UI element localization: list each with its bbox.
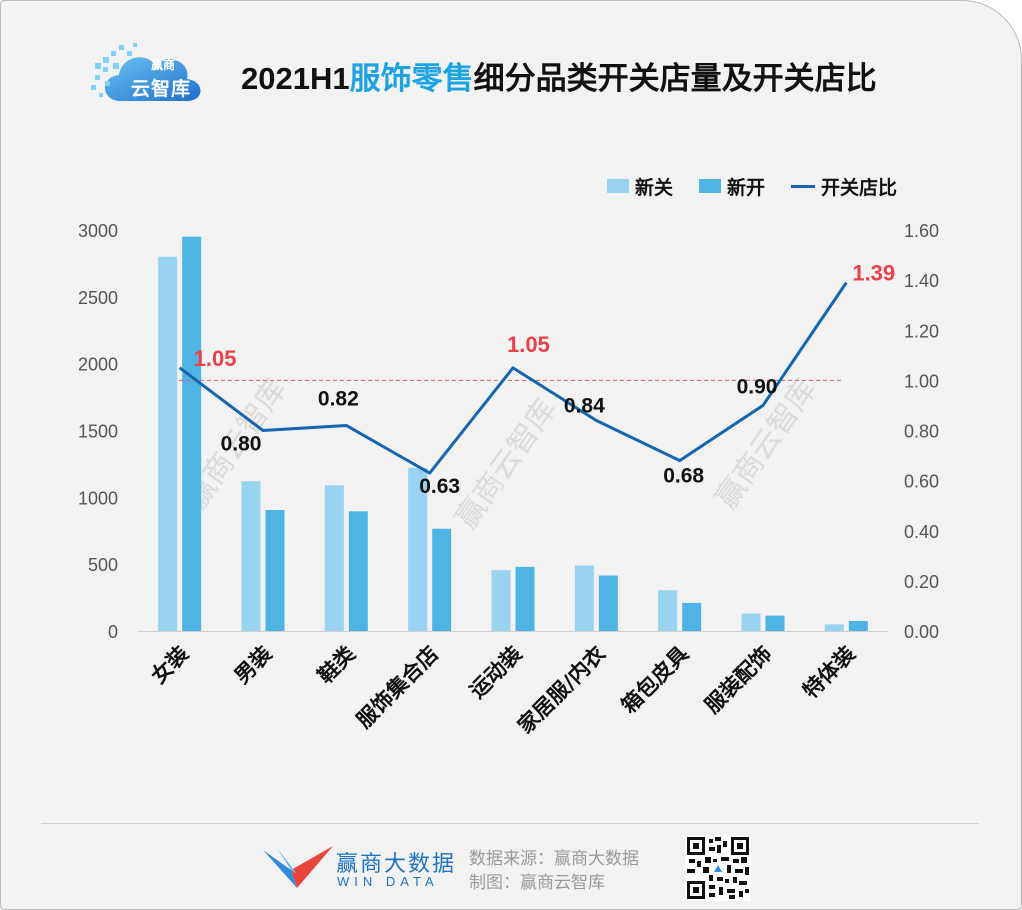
y-left-tick-label: 2500 — [78, 288, 118, 308]
bar-closed — [824, 624, 844, 631]
y-left-tick-label: 1000 — [78, 488, 118, 508]
bar-closed — [491, 570, 511, 631]
bar-closed — [574, 565, 594, 631]
brand-name: 赢商大数据 — [336, 851, 457, 876]
legend-item-closed: 新关 — [607, 173, 673, 200]
legend-label-closed: 新关 — [635, 177, 674, 199]
title-suffix: 细分品类开关店量及开关店比 — [473, 61, 877, 96]
brand-wing-icon — [263, 846, 333, 888]
made-by-text: 制图：赢商云智库 — [469, 873, 605, 892]
ratio-data-label: 1.39 — [852, 261, 895, 286]
ratio-data-label: 0.68 — [663, 465, 704, 488]
x-category-label: 服装配饰 — [700, 642, 776, 718]
bar-opened — [348, 511, 368, 631]
ratio-data-label: 0.82 — [318, 387, 359, 410]
y-left-tick-label: 2000 — [78, 355, 118, 375]
y-left-tick-label: 1500 — [78, 422, 118, 442]
y-left-tick-label: 3000 — [78, 221, 118, 241]
bar-opened — [182, 236, 202, 631]
ratio-data-label: 0.63 — [419, 475, 460, 498]
bar-opened — [848, 620, 868, 631]
ratio-data-label: 0.80 — [221, 433, 262, 456]
bar-opened — [598, 575, 618, 631]
y-right-tick-label: 0.60 — [904, 472, 939, 492]
watermark-text: 赢商云智库 — [449, 393, 564, 536]
ratio-data-label: 0.90 — [737, 375, 778, 398]
bar-opened — [682, 602, 702, 631]
y-right-tick-label: 0.80 — [904, 422, 939, 442]
bar-closed — [408, 467, 428, 631]
ratio-data-label: 1.05 — [507, 332, 550, 357]
ratio-line — [178, 281, 848, 475]
bar-closed — [241, 481, 261, 631]
title-highlight: 服饰零售 — [349, 61, 474, 96]
y-left-tick-label: 500 — [88, 555, 118, 575]
y-right-tick-label: 0.40 — [904, 522, 939, 542]
legend-item-opened: 新开 — [699, 173, 765, 200]
legend-item-ratio: 开关店比 — [791, 173, 897, 200]
legend-label-opened: 新开 — [727, 177, 766, 199]
x-category-label: 箱包皮具 — [617, 642, 693, 718]
x-category-label: 男装 — [230, 642, 277, 689]
legend-swatch-opened — [699, 179, 722, 193]
ratio-data-label: 0.84 — [564, 394, 605, 417]
y-left-tick-label: 0 — [108, 622, 118, 642]
source-block: 数据来源：赢商大数据 制图：赢商云智库 — [469, 847, 639, 895]
x-category-label: 运动装 — [465, 642, 527, 704]
bar-opened — [265, 510, 285, 631]
cloud-logo-icon — [91, 43, 201, 101]
bar-closed — [658, 590, 678, 631]
qr-code-icon — [685, 835, 751, 901]
source-text: 数据来源：赢商大数据 — [469, 849, 639, 868]
legend-label-ratio: 开关店比 — [821, 177, 898, 199]
brand-subtitle: WIN DATA — [337, 874, 439, 889]
bar-closed — [324, 485, 344, 631]
ratio-data-label: 1.05 — [194, 346, 237, 371]
page-title: 2021H1服饰零售细分品类开关店量及开关店比 — [241, 53, 877, 98]
bar-closed — [741, 613, 761, 631]
bar-closed — [158, 256, 178, 631]
x-category-label: 服饰集合店 — [352, 642, 443, 733]
x-category-label: 家居服/内衣 — [513, 642, 610, 739]
legend-swatch-ratio — [791, 184, 816, 188]
footer-divider — [41, 823, 979, 824]
bar-opened — [765, 615, 785, 631]
y-right-tick-label: 1.40 — [904, 271, 939, 291]
x-category-label: 女装 — [147, 642, 194, 689]
y-right-tick-label: 0.00 — [904, 622, 939, 642]
x-category-label: 鞋类 — [313, 641, 360, 688]
y-right-tick-label: 1.60 — [904, 221, 939, 241]
y-right-tick-label: 1.20 — [904, 321, 939, 341]
y-right-tick-label: 1.00 — [904, 371, 939, 391]
x-category-label: 特体装 — [798, 642, 860, 704]
y-right-tick-label: 0.20 — [904, 572, 939, 592]
bar-line-chart: 赢商云智库 赢商云智库 赢商云智库 050010001500200025003000… — [78, 221, 939, 739]
bar-opened — [515, 566, 535, 631]
legend-swatch-closed — [607, 179, 629, 193]
chart-legend: 新关 新开 开关店比 — [607, 173, 923, 199]
title-prefix: 2021H1 — [241, 61, 350, 96]
bar-opened — [432, 528, 452, 631]
